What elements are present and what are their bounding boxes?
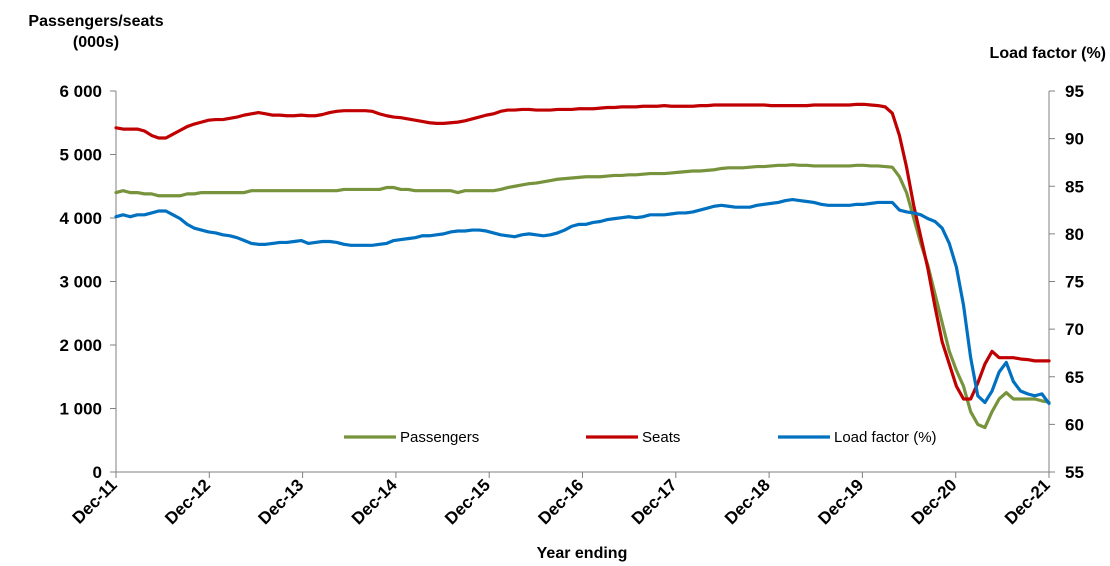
left-tick-label: 0	[93, 463, 102, 482]
x-tick-label: Dec-12	[161, 475, 214, 528]
x-tick-label: Dec-13	[255, 475, 308, 528]
legend: Passengers Seats Load factor (%)	[344, 429, 937, 446]
series-line-passengers	[114, 163, 1051, 430]
left-tick-label: 3 000	[59, 273, 102, 292]
right-tick-label: 75	[1065, 273, 1084, 292]
left-tick-label: 1 000	[59, 400, 102, 419]
x-tick-label: Dec-19	[814, 475, 867, 528]
right-tick-label: 65	[1065, 368, 1084, 387]
legend-label-load-factor: Load factor (%)	[834, 429, 937, 446]
x-tick-label: Dec-17	[628, 475, 681, 528]
right-tick-label: 60	[1065, 415, 1084, 434]
left-tick-label: 4 000	[59, 209, 102, 228]
right-tick-label: 55	[1065, 463, 1084, 482]
x-tick-label: Dec-20	[908, 475, 961, 528]
series-line-load-factor	[114, 197, 1051, 406]
right-tick-label: 95	[1065, 82, 1084, 101]
legend-label-passengers: Passengers	[400, 429, 479, 446]
right-tick-label: 90	[1065, 130, 1084, 149]
left-tick-label: 6 000	[59, 82, 102, 101]
x-tick-label: Dec-16	[534, 475, 587, 528]
x-tick-label: Dec-15	[441, 475, 494, 528]
right-tick-label: 80	[1065, 225, 1084, 244]
left-axis-title-line1: Passengers/seats	[28, 13, 163, 30]
x-tick-label: Dec-21	[1001, 475, 1054, 528]
x-tick-label: Dec-14	[348, 475, 401, 528]
series-line-seats	[114, 102, 1051, 401]
left-tick-label: 2 000	[59, 336, 102, 355]
legend-label-seats: Seats	[642, 429, 680, 446]
left-tick-label: 5 000	[59, 146, 102, 165]
right-tick-label: 70	[1065, 320, 1084, 339]
x-tick-label: Dec-11	[69, 475, 121, 527]
right-tick-label: 85	[1065, 177, 1084, 196]
x-axis-title: Year ending	[537, 545, 628, 562]
x-tick-label: Dec-18	[721, 475, 774, 528]
left-axis-title-line2: (000s)	[73, 34, 119, 51]
right-axis-title: Load factor (%)	[990, 45, 1106, 62]
